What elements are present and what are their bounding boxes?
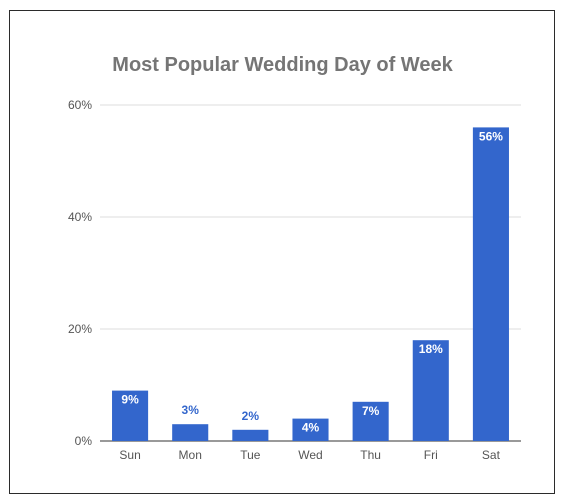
- bar-tue: [232, 429, 269, 441]
- y-tick-label: 60%: [68, 98, 92, 112]
- data-label: 9%: [121, 393, 139, 407]
- bar-sat: [472, 127, 509, 442]
- bar-fri: [412, 340, 449, 441]
- bar-thu: [352, 401, 389, 441]
- data-label: 56%: [479, 129, 503, 143]
- y-tick-label: 20%: [68, 322, 92, 336]
- bar-sun: [112, 390, 149, 441]
- bar-mon: [172, 424, 209, 441]
- bars: [112, 127, 509, 442]
- data-label: 4%: [302, 421, 320, 435]
- x-tick-label: Wed: [298, 448, 322, 462]
- x-axis-ticks: Sun Mon Tue Wed Thu Fri Sat: [119, 448, 500, 462]
- y-axis-ticks: 0% 20% 40% 60%: [68, 98, 92, 448]
- x-tick-label: Sun: [119, 448, 140, 462]
- y-tick-label: 0%: [75, 434, 93, 448]
- chart-title: Most Popular Wedding Day of Week: [112, 54, 453, 76]
- data-label: 18%: [419, 342, 443, 356]
- bar-wed: [292, 418, 329, 441]
- data-label: 7%: [362, 404, 380, 418]
- x-tick-label: Sat: [482, 448, 501, 462]
- data-label: 2%: [242, 409, 260, 423]
- x-tick-label: Mon: [179, 448, 202, 462]
- gridlines: [100, 104, 521, 442]
- x-tick-label: Fri: [424, 448, 438, 462]
- x-tick-label: Thu: [360, 448, 381, 462]
- y-tick-label: 40%: [68, 210, 92, 224]
- data-labels: 9% 3% 2% 4% 7% 18% 56%: [121, 129, 503, 434]
- x-tick-label: Tue: [240, 448, 261, 462]
- data-label: 3%: [182, 403, 200, 417]
- chart-frame: [9, 10, 555, 494]
